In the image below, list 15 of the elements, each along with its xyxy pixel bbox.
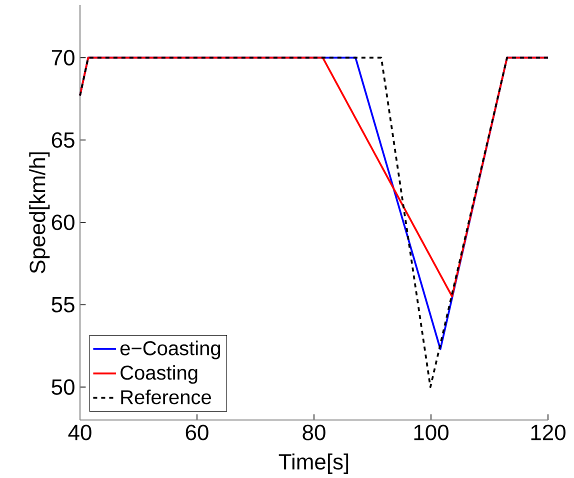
- legend-label: Coasting: [120, 365, 198, 384]
- x-tick-label: 120: [531, 424, 566, 440]
- legend-label: Reference: [121, 390, 211, 404]
- x-tick-label: 40: [68, 424, 92, 440]
- x-tick-label: 80: [302, 424, 326, 440]
- y-tick-label: 50: [52, 379, 74, 395]
- x-tick-label: 60: [186, 424, 208, 440]
- y-axis-title: Speed[km/h]: [29, 152, 50, 274]
- y-tick-label: 60: [52, 214, 74, 230]
- x-tick-label: 100: [414, 424, 448, 440]
- x-axis-title: Time[s]: [278, 453, 348, 474]
- y-tick-label: 65: [52, 132, 74, 148]
- legend-label: e−Coasting: [120, 340, 220, 360]
- y-tick-label: 55: [52, 297, 74, 312]
- y-tick-label: 70: [52, 50, 74, 66]
